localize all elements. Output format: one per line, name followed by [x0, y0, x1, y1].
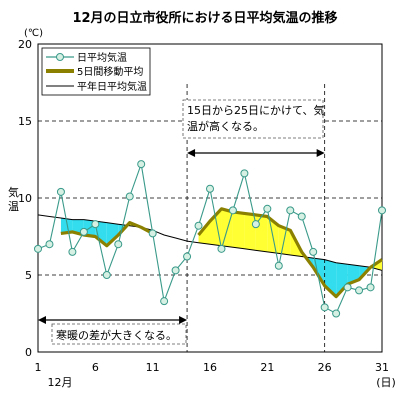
- x-tick-label: 6: [92, 361, 99, 374]
- point-daily-day-27: [332, 309, 341, 318]
- arrow-head-left: [38, 316, 46, 324]
- y-tick-label: 10: [18, 192, 32, 205]
- x-tick-label: 11: [146, 361, 160, 374]
- x-tick-label: 31: [375, 361, 389, 374]
- fill-ma-vs-normal: [106, 222, 119, 246]
- y-tick-label: 0: [25, 346, 32, 359]
- legend-label-normal: 平年日平均気温: [77, 80, 147, 93]
- point-daily-day-11: [148, 229, 157, 238]
- point-daily-day-15: [194, 221, 203, 230]
- point-daily-day-28: [343, 283, 352, 292]
- legend-marker-daily: [56, 53, 64, 61]
- point-daily-day-5: [79, 227, 88, 236]
- point-daily-day-31: [378, 206, 386, 215]
- x-tick-label: 21: [260, 361, 274, 374]
- arrow-head-right: [316, 149, 325, 157]
- fill-ma-vs-normal: [95, 221, 107, 246]
- point-daily-day-23: [286, 206, 295, 215]
- legend-label-daily: 日平均気温: [77, 51, 127, 64]
- point-daily-day-14: [183, 252, 192, 261]
- point-daily-day-16: [206, 184, 214, 193]
- y-label-char: 気: [8, 185, 19, 199]
- point-daily-day-3: [56, 187, 65, 196]
- arrow-head-right: [179, 316, 188, 324]
- point-daily-day-9: [125, 192, 134, 201]
- point-daily-day-10: [137, 160, 146, 169]
- x-tick-label: 26: [318, 361, 332, 374]
- annotation-variation: 寒暖の差が大きくなる。: [51, 323, 187, 345]
- point-daily-day-21: [263, 204, 272, 213]
- point-daily-day-19: [240, 169, 249, 178]
- point-daily-day-22: [274, 261, 283, 270]
- point-daily-day-26: [320, 303, 329, 312]
- point-daily-day-29: [355, 286, 364, 295]
- point-daily-day-7: [102, 271, 111, 279]
- y-tick-label: 20: [18, 38, 32, 51]
- annotation-warm-arrow: [187, 149, 325, 157]
- point-daily-day-8: [114, 240, 123, 249]
- fill-ma-vs-normal: [336, 262, 348, 297]
- fill-ma-vs-normal: [60, 218, 73, 234]
- annotation-warm-text-line1: 15日から25日にかけて、気: [187, 103, 324, 117]
- point-daily-day-12: [160, 297, 169, 306]
- annotation-variation-box: [51, 323, 187, 345]
- point-daily-day-13: [171, 266, 180, 275]
- annotation-variation-text: 寒暖の差が大きくなる。: [56, 328, 177, 342]
- annotation-warm-box: [182, 99, 324, 139]
- point-daily-day-6: [91, 220, 100, 229]
- x-tick-label: 16: [203, 361, 217, 374]
- point-daily-day-18: [228, 206, 237, 215]
- y-tick-label: 5: [25, 269, 32, 282]
- annotation-warm-period: 15日から25日にかけて、気 温が高くなる。: [182, 99, 324, 139]
- legend: 日平均気温 5日間移動平均 平年日平均気温: [41, 47, 151, 96]
- point-daily-day-4: [68, 247, 77, 256]
- arrow-head-left: [187, 149, 196, 157]
- y-label-char: 温: [8, 200, 19, 213]
- point-daily-day-1: [34, 244, 42, 253]
- point-daily-day-24: [297, 212, 306, 221]
- point-daily-day-30: [366, 283, 375, 292]
- fill-ma-vs-normal: [232, 211, 245, 249]
- point-daily-day-2: [45, 240, 54, 249]
- x-unit-label: (日): [376, 376, 396, 389]
- x-tick-label: 1: [35, 361, 42, 374]
- y-unit: (℃): [24, 28, 43, 39]
- y-tick-label: 15: [18, 115, 32, 128]
- point-daily-day-25: [309, 247, 318, 256]
- x-month-label: 12月: [48, 376, 73, 389]
- fill-ma-vs-normal: [255, 214, 268, 252]
- legend-label-moving-avg: 5日間移動平均: [77, 65, 143, 78]
- chart-title: 12月の日立市役所における日平均気温の推移: [72, 10, 337, 26]
- point-daily-day-20: [251, 220, 260, 229]
- point-daily-day-17: [217, 244, 226, 253]
- annotation-warm-text-line2: 温が高くなる。: [187, 119, 264, 133]
- annotation-variation-arrow: [38, 316, 188, 324]
- y-axis-label: 気温: [8, 185, 19, 213]
